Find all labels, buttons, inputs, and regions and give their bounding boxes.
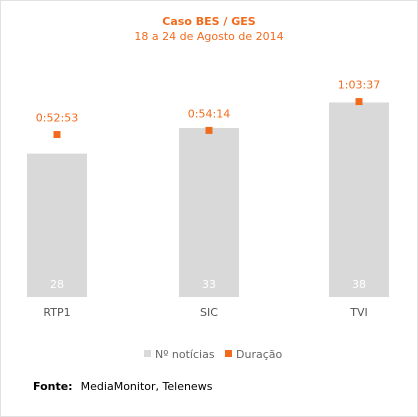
bar-value-label-rtp1: 28	[50, 278, 64, 291]
duration-marker-tvi	[355, 98, 363, 106]
legend: Nº notícias Duração	[144, 348, 282, 361]
source-note: Fonte: MediaMonitor, Telenews	[33, 375, 213, 394]
duration-label-sic: 0:54:14	[188, 107, 230, 120]
duration-marker-rtp1	[53, 131, 61, 139]
legend-label-noticias: Nº notícias	[155, 348, 215, 361]
category-label-rtp1: RTP1	[43, 306, 70, 319]
source-value: MediaMonitor, Telenews	[81, 380, 213, 393]
duration-label-rtp1: 0:52:53	[36, 112, 78, 125]
category-label-tvi: TVI	[349, 306, 368, 319]
legend-swatch-noticias	[144, 350, 151, 357]
duration-label-tvi: 1:03:37	[338, 79, 380, 92]
bar-sic	[179, 128, 239, 297]
duration-marker-sic	[205, 126, 213, 134]
category-label-sic: SIC	[200, 306, 218, 319]
bar-tvi	[329, 102, 389, 297]
bar-value-label-sic: 33	[202, 278, 216, 291]
legend-label-duracao: Duração	[236, 348, 282, 361]
legend-swatch-duracao	[225, 350, 232, 357]
source-key: Fonte:	[33, 380, 73, 393]
bar-value-label-tvi: 38	[352, 278, 366, 291]
plot-area: 28 RTP1 0:52:53 33 SIC 0:54:14 38 TVI 1:03:37	[27, 79, 389, 319]
chart-title: Caso BES / GES	[162, 15, 255, 28]
bar-rtp1	[27, 153, 87, 297]
chart-subtitle: 18 a 24 de Agosto de 2014	[134, 30, 283, 43]
